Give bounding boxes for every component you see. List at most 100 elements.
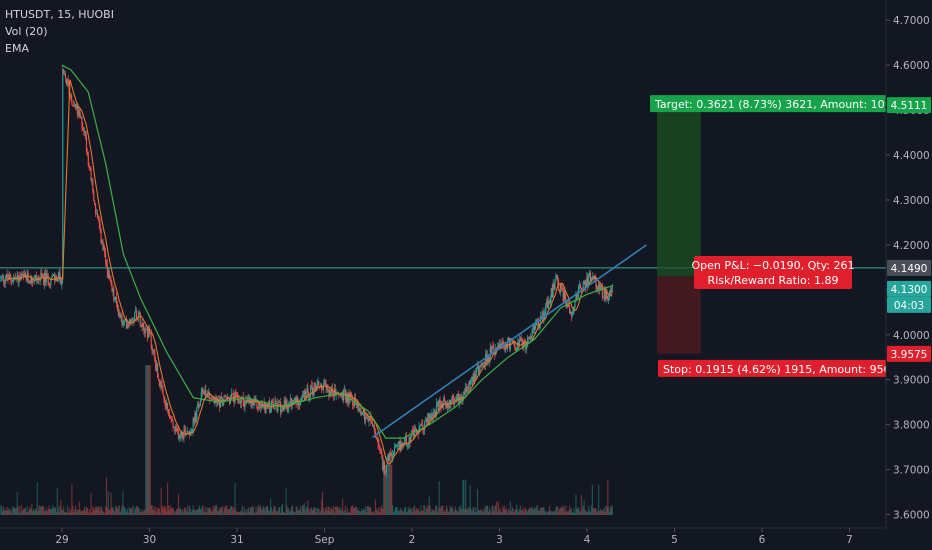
candle-body (392, 455, 394, 458)
candle-body (291, 397, 293, 406)
candle-body (582, 283, 584, 291)
candle-body (154, 353, 156, 362)
candle-body (69, 94, 71, 95)
volume-bar (439, 508, 441, 515)
volume-bar (24, 507, 26, 515)
volume-bar (13, 507, 16, 515)
candle-body (85, 131, 87, 137)
candle-body (359, 408, 361, 410)
candle-body (538, 319, 540, 329)
candle-body (561, 288, 563, 290)
candle-body (508, 337, 510, 350)
volume-bar (64, 512, 67, 515)
volume-bar (191, 510, 193, 515)
candle-body (466, 387, 468, 392)
candle-body (147, 326, 150, 338)
volume-bar (42, 505, 44, 515)
volume-bar (46, 511, 48, 515)
volume-indicator-label[interactable]: Vol (20) (5, 25, 48, 38)
volume-bar (87, 512, 89, 515)
candle-body (428, 413, 430, 424)
volume-bar (54, 507, 56, 515)
candle-body (544, 311, 546, 316)
candle-body (424, 419, 427, 422)
volume-bar (31, 503, 33, 515)
volume-bar (112, 507, 114, 515)
candle-body (204, 389, 206, 395)
candle-body (232, 394, 234, 398)
volume-bar (37, 510, 39, 515)
volume-bar (289, 512, 291, 515)
volume-bar (427, 505, 429, 515)
volume-bar (341, 509, 343, 515)
volume-bar (152, 509, 154, 515)
time-tick-label: 2 (409, 534, 416, 546)
candle-body (509, 338, 511, 350)
candle-body (382, 455, 384, 470)
volume-bar (116, 509, 119, 515)
volume-bar (133, 512, 135, 515)
candle-body (584, 281, 586, 289)
candle-body (123, 321, 125, 323)
symbol-title[interactable]: HTUSDT, 15, HUOBI (5, 8, 114, 21)
candle-body (375, 436, 377, 438)
volume-bar (335, 506, 337, 515)
candle-body (451, 396, 453, 400)
volume-bar (43, 506, 45, 515)
chart-legend: HTUSDT, 15, HUOBI Vol (20) EMA (5, 6, 114, 57)
candle-body (373, 425, 376, 432)
candle-body (453, 398, 455, 405)
candle-body (23, 274, 25, 277)
volume-bar (14, 508, 16, 515)
volume-bar (315, 512, 317, 515)
volume-bar (77, 509, 79, 515)
volume-bar (436, 512, 438, 515)
candle-body (308, 395, 310, 398)
candle-body (497, 346, 500, 349)
volume-bar (266, 505, 268, 515)
candle-body (141, 322, 143, 327)
volume-bar (108, 510, 110, 515)
volume-bar (589, 512, 592, 515)
candle-body (32, 280, 34, 282)
volume-bar (380, 507, 382, 515)
volume-bar (93, 507, 95, 515)
volume-bar (536, 505, 538, 515)
time-axis[interactable]: 29 30 31 Sep 2 3 4 5 6 7 (0, 527, 932, 550)
candle-body (583, 281, 585, 284)
volume-bar (511, 507, 513, 515)
volume-bar (246, 512, 248, 515)
pnl-label-background (694, 256, 852, 289)
long-position-tool[interactable]: Target: 0.3621 (8.73%) 3621, Amount: 109… (650, 95, 909, 377)
volume-bar (426, 508, 428, 515)
candle-body (182, 436, 184, 438)
volume-bar (357, 508, 359, 515)
volume-bar (177, 508, 179, 515)
candle-body (91, 180, 93, 182)
volume-bar (499, 507, 501, 515)
candle-body (552, 284, 554, 298)
volume-bar (355, 506, 357, 515)
trendline[interactable] (372, 244, 647, 438)
candle-body (575, 293, 577, 303)
volume-bar (460, 505, 462, 515)
volume-bar (217, 510, 219, 515)
volume-bar (149, 365, 151, 515)
candle-body (427, 417, 429, 424)
volume-bar (49, 509, 51, 515)
time-tick-label: Sep (315, 534, 335, 546)
candle-body (601, 286, 603, 298)
volume-bar (461, 509, 463, 515)
candle-body (268, 400, 270, 406)
volume-bar (255, 506, 257, 515)
candle-body (43, 277, 45, 285)
candle-body (464, 391, 466, 395)
volume-bar (491, 506, 493, 515)
volume-bar (229, 509, 231, 515)
volume-bar (597, 510, 599, 515)
candle-body (292, 400, 294, 403)
candle-body (472, 377, 474, 382)
ema-indicator-label[interactable]: EMA (5, 42, 29, 55)
candle-body (420, 423, 422, 426)
